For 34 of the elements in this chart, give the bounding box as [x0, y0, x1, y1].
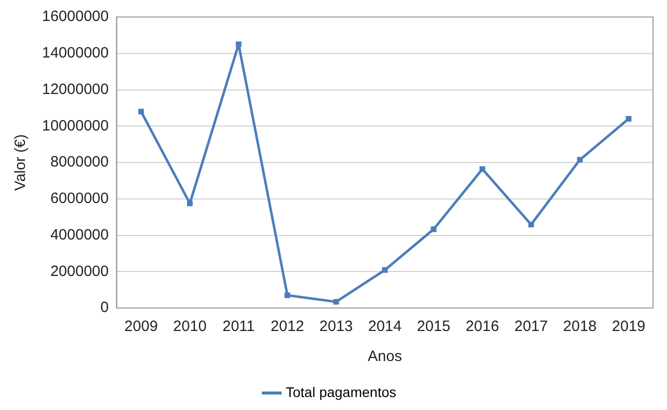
x-axis-title: Anos: [368, 348, 402, 366]
y-tick-label: 8000000: [50, 154, 109, 171]
y-tick-label: 6000000: [50, 190, 109, 208]
point: [138, 108, 144, 114]
x-tick-label: 2010: [173, 318, 207, 336]
point: [284, 292, 290, 298]
point: [187, 200, 193, 206]
legend-label: Total pagamentos: [286, 384, 396, 400]
point: [626, 116, 632, 122]
point: [480, 166, 486, 172]
y-tick-label: 2000000: [50, 262, 109, 280]
x-tick-label: 2012: [270, 318, 304, 336]
x-tick-label: 2015: [416, 318, 450, 336]
y-tick-label: 4000000: [50, 226, 109, 244]
y-tick-label: 12000000: [42, 80, 109, 98]
x-tick-label: 2016: [466, 318, 500, 336]
y-tick-label: 0: [100, 299, 109, 316]
y-tick-label: 16000000: [42, 8, 109, 26]
point: [430, 226, 436, 232]
x-tick-label: 2017: [514, 318, 548, 336]
x-tick-label: 2013: [319, 318, 353, 336]
point: [333, 298, 339, 305]
point: [382, 267, 388, 273]
x-tick-label: 2009: [124, 318, 158, 336]
x-tick-label: 2018: [563, 318, 597, 336]
x-tick-label: 2019: [612, 318, 646, 336]
point: [577, 156, 583, 163]
y-axis-title: Valor (€): [12, 134, 30, 191]
point: [236, 41, 242, 48]
x-tick-label: 2011: [222, 318, 255, 336]
point: [528, 222, 534, 228]
x-tick-label: 2014: [368, 318, 402, 336]
y-tick-label: 14000000: [42, 44, 109, 62]
y-tick-label: 10000000: [42, 117, 109, 134]
